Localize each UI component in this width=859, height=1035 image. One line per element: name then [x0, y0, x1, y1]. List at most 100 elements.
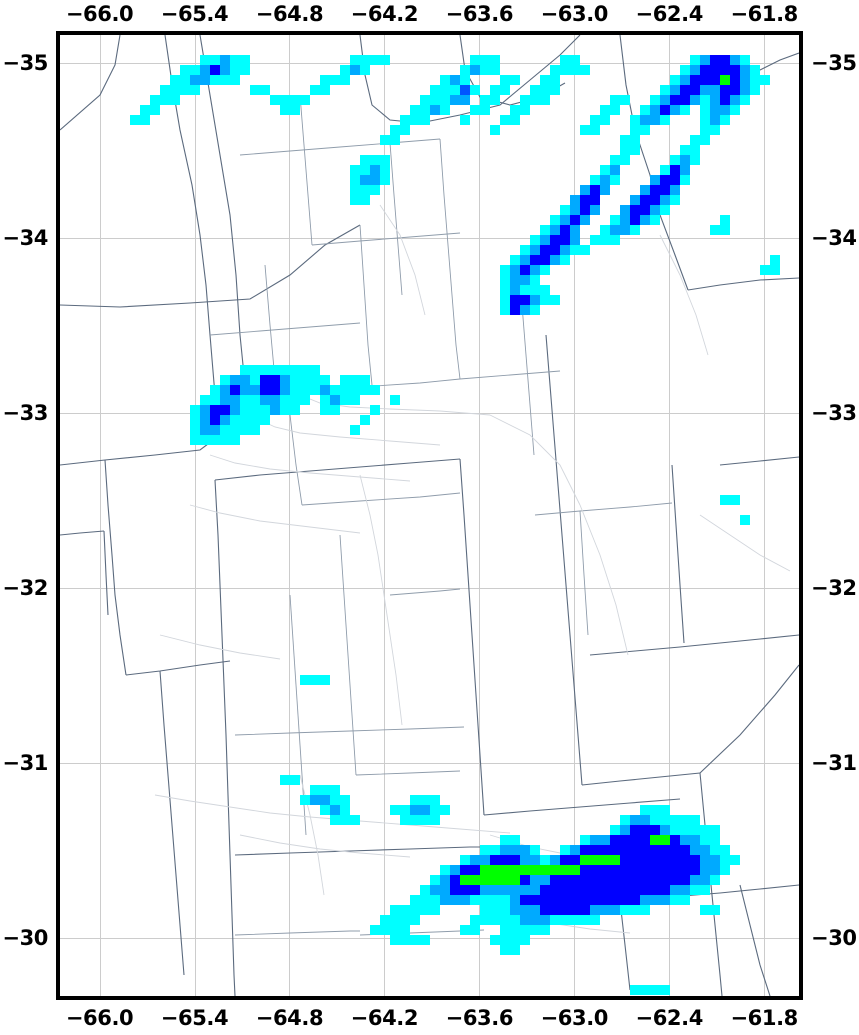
radar-echo-cell: [510, 905, 520, 915]
radar-echo-cell: [540, 895, 550, 905]
radar-echo-cell: [530, 235, 540, 245]
radar-echo-cell: [630, 865, 640, 875]
radar-echo-cell: [450, 895, 460, 905]
radar-echo-cell: [580, 895, 590, 905]
radar-echo-cell: [580, 845, 590, 855]
radar-echo-cell: [540, 915, 550, 925]
radar-echo-cell: [470, 865, 480, 875]
radar-echo-cell: [570, 875, 580, 885]
radar-echo-cell: [290, 395, 300, 405]
radar-echo-cell: [680, 855, 690, 865]
radar-echo-cell: [640, 895, 650, 905]
radar-echo-cell: [520, 305, 530, 315]
radar-echo-cell: [230, 425, 240, 435]
map-plot-area[interactable]: [56, 31, 803, 1000]
radar-echo-cell: [310, 675, 320, 685]
radar-echo-cell: [360, 415, 370, 425]
radar-echo-cell: [650, 845, 660, 855]
radar-echo-cell: [330, 395, 340, 405]
radar-echo-cell: [440, 75, 450, 85]
radar-echo-cell: [610, 875, 620, 885]
radar-echo-cell: [580, 865, 590, 875]
radar-echo-cell: [550, 855, 560, 865]
radar-echo-cell: [460, 115, 470, 125]
radar-echo-cell: [370, 175, 380, 185]
radar-echo-cell: [660, 805, 670, 815]
radar-echo-cell: [640, 105, 650, 115]
radar-echo-cell: [410, 105, 420, 115]
radar-echo-cell: [350, 65, 360, 75]
radar-echo-cell: [260, 415, 270, 425]
radar-echo-cell: [590, 235, 600, 245]
radar-echo-cell: [660, 165, 670, 175]
radar-echo-cell: [690, 855, 700, 865]
radar-echo-cell: [590, 205, 600, 215]
x-tick-top-6: −62.4: [635, 2, 704, 26]
radar-echo-cell: [430, 875, 440, 885]
radar-echo-cell: [670, 885, 680, 895]
radar-echo-cell: [690, 825, 700, 835]
radar-echo-cell: [180, 75, 190, 85]
radar-echo-cell: [540, 905, 550, 915]
radar-echo-cell: [670, 855, 680, 865]
radar-echo-cell: [710, 835, 720, 845]
radar-echo-cell: [250, 85, 260, 95]
radar-echo-cell: [300, 395, 310, 405]
radar-echo-cell: [600, 235, 610, 245]
radar-echo-cell: [650, 825, 660, 835]
radar-echo-cell: [610, 895, 620, 905]
radar-echo-cell: [510, 945, 520, 955]
radar-echo-cell: [210, 385, 220, 395]
radar-echo-cell: [390, 925, 400, 935]
radar-echo-cell: [520, 275, 530, 285]
radar-echo-cell: [650, 175, 660, 185]
y-tick-left-1: −31: [2, 751, 48, 776]
radar-echo-cell: [320, 805, 330, 815]
radar-echo-cell: [430, 95, 440, 105]
radar-echo-cell: [330, 385, 340, 395]
radar-echo-cell: [660, 115, 670, 125]
radar-echo-cell: [240, 375, 250, 385]
radar-echo-cell: [580, 205, 590, 215]
radar-echo-cell: [640, 825, 650, 835]
radar-echo-cell: [550, 905, 560, 915]
radar-echo-cell: [400, 925, 410, 935]
radar-echo-cell: [510, 935, 520, 945]
radar-echo-cell: [470, 925, 480, 935]
radar-echo-cell: [470, 875, 480, 885]
x-tick-bottom-1: −65.4: [160, 1006, 229, 1030]
x-tick-bottom-4: −63.6: [445, 1006, 514, 1030]
radar-echo-cell: [750, 65, 760, 75]
radar-echo-cell: [490, 85, 500, 95]
radar-echo-cell: [570, 55, 580, 65]
radar-echo-cell: [320, 85, 330, 95]
radar-echo-cell: [520, 255, 530, 265]
x-tick-top-4: −63.6: [445, 2, 514, 26]
radar-echo-cell: [340, 375, 350, 385]
radar-echo-cell: [620, 835, 630, 845]
radar-echo-cell: [180, 65, 190, 75]
x-tick-top-3: −64.2: [350, 2, 419, 26]
radar-echo-cell: [520, 245, 530, 255]
radar-echo-cell: [650, 805, 660, 815]
radar-echo-cell: [640, 805, 650, 815]
radar-echo-cell: [440, 885, 450, 895]
radar-echo-cell: [430, 795, 440, 805]
radar-echo-cell: [620, 845, 630, 855]
radar-echo-cell: [670, 165, 680, 175]
radar-echo-cell: [520, 285, 530, 295]
radar-echo-cell: [560, 215, 570, 225]
radar-echo-cell: [690, 865, 700, 875]
radar-echo-cell: [660, 185, 670, 195]
radar-echo-cell: [530, 265, 540, 275]
radar-echo-cell: [700, 125, 710, 135]
radar-echo-cell: [510, 915, 520, 925]
radar-echo-layer: [60, 35, 799, 996]
radar-echo-cell: [240, 65, 250, 75]
radar-echo-cell: [240, 365, 250, 375]
radar-echo-cell: [630, 895, 640, 905]
radar-echo-cell: [620, 215, 630, 225]
radar-echo-cell: [410, 805, 420, 815]
radar-echo-cell: [210, 65, 220, 75]
radar-echo-cell: [670, 185, 680, 195]
